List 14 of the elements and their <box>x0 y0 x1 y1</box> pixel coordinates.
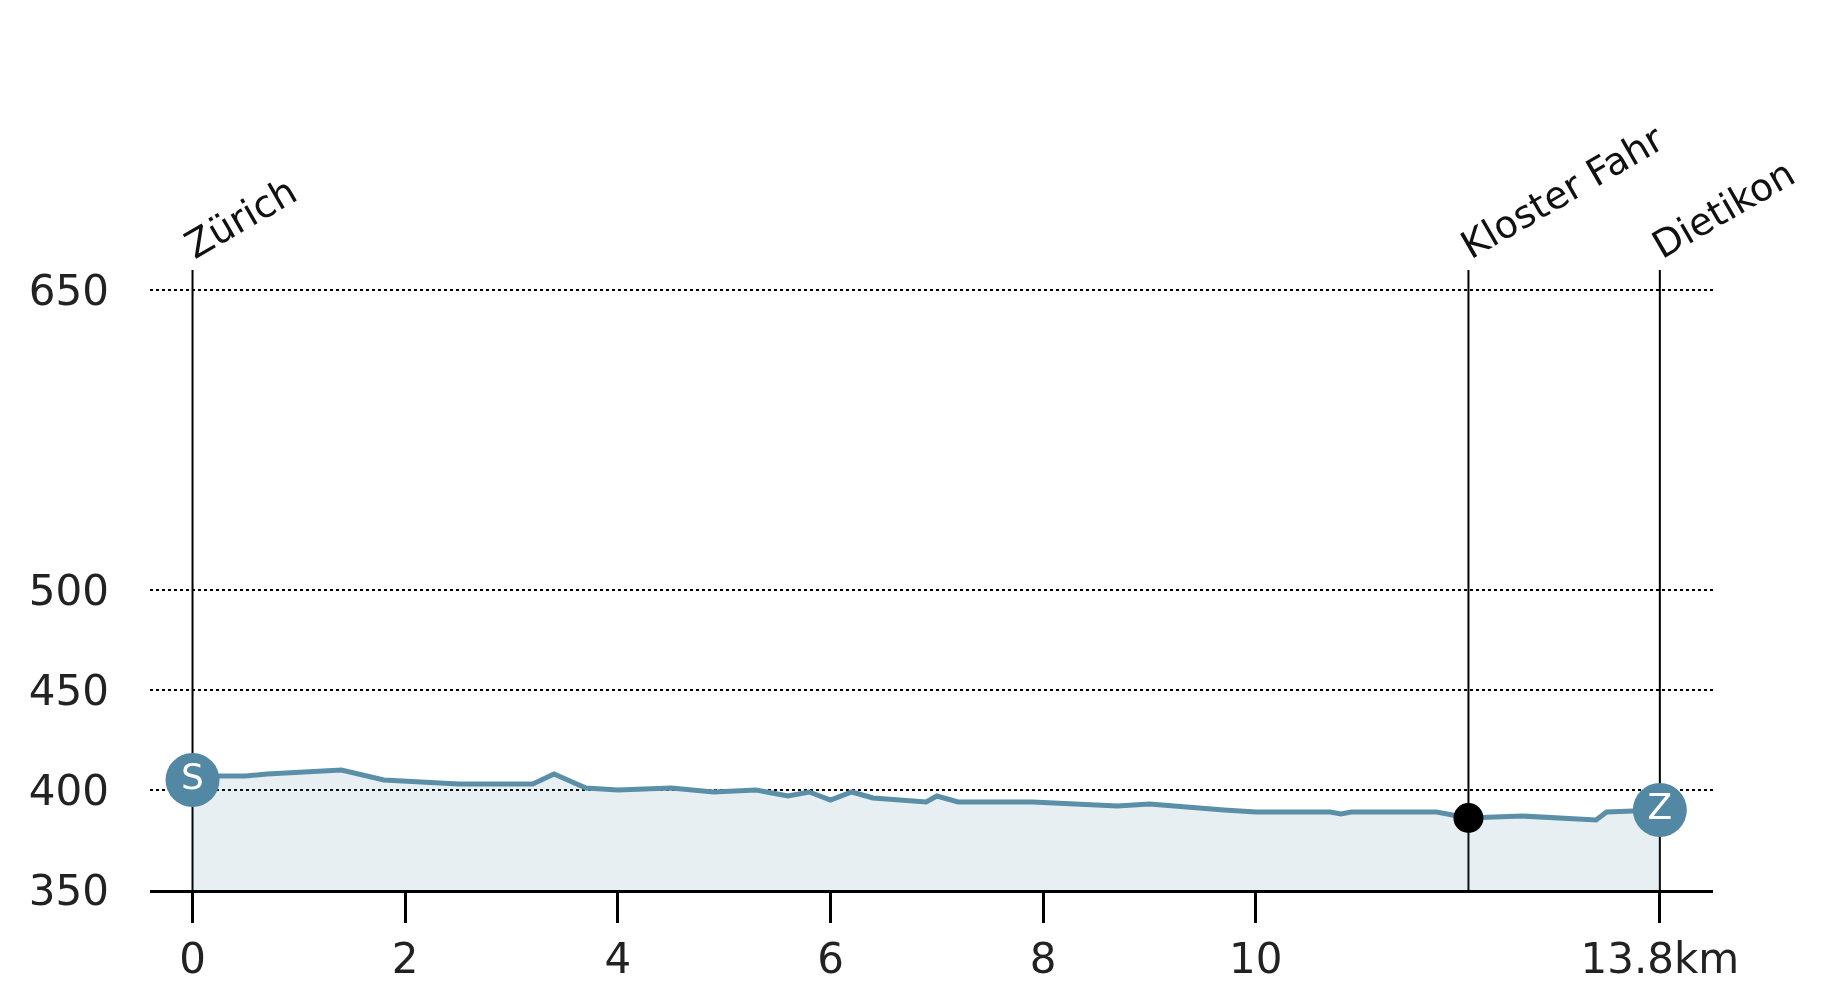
x-tick-label: 13.8km <box>1580 934 1740 984</box>
x-tick-label: 4 <box>604 934 632 984</box>
data-label: S <box>181 756 204 797</box>
x-tick-label: 0 <box>179 934 206 984</box>
y-tick-label: 350 <box>28 865 109 915</box>
y-tick-label: 400 <box>28 765 109 815</box>
y-tick-label: 500 <box>28 565 109 615</box>
x-tick-label: 2 <box>391 934 419 984</box>
data-label: Z <box>1647 786 1673 827</box>
y-tick-label: 650 <box>28 265 109 315</box>
x-tick-label: 10 <box>1229 934 1283 984</box>
x-tick-label: 6 <box>817 934 844 984</box>
x-tick-label: 8 <box>1029 934 1057 984</box>
y-tick-label: 450 <box>28 665 109 715</box>
